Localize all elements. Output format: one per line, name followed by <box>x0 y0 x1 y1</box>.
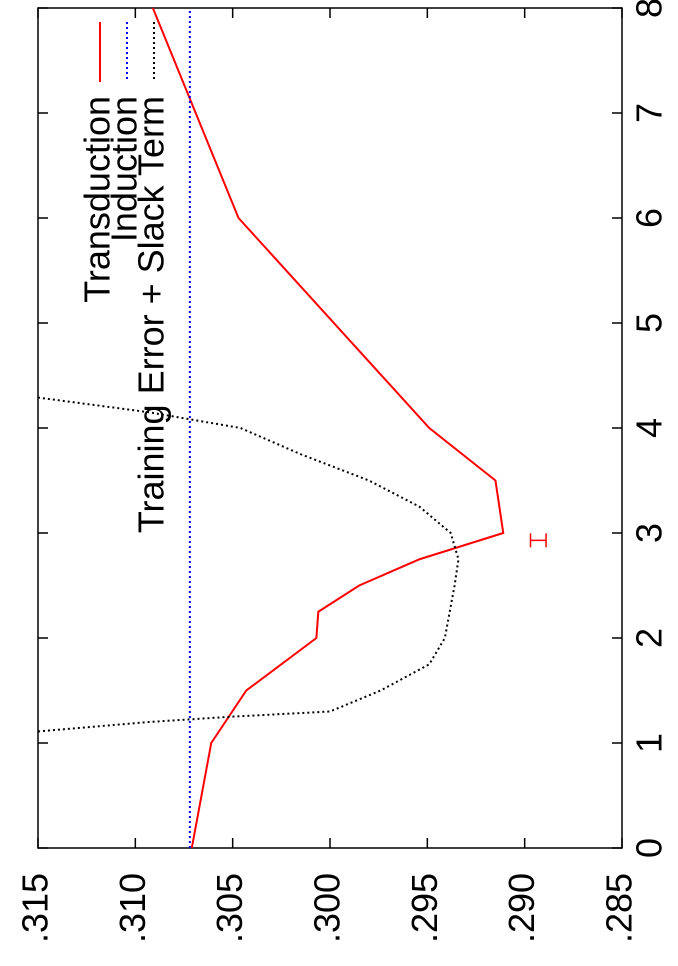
x-tick-label: 1 <box>629 733 670 753</box>
y-tick-label: .300 <box>307 873 348 943</box>
y-tick-label: .310 <box>112 873 153 943</box>
x-tick-label: 7 <box>629 103 670 123</box>
x-tick-label: 4 <box>629 418 670 438</box>
legend-label: Training Error + Slack Term <box>131 96 172 533</box>
y-tick-label: .290 <box>501 873 542 943</box>
legend-label: Transduction <box>77 96 118 303</box>
series-line <box>151 7 505 849</box>
x-tick-label: 0 <box>629 838 670 858</box>
x-tick-label: 8 <box>629 0 670 18</box>
y-tick-label: .285 <box>599 873 640 943</box>
y-tick-label: .315 <box>15 873 56 943</box>
x-tick-label: 5 <box>629 313 670 333</box>
series-line <box>37 396 460 733</box>
legend-label: Induction <box>104 96 145 242</box>
y-tick-label: .305 <box>209 873 250 943</box>
x-tick-label: 6 <box>629 208 670 228</box>
y-tick-label: .295 <box>404 873 445 943</box>
x-tick-label: 2 <box>629 628 670 648</box>
x-tick-label: 3 <box>629 523 670 543</box>
